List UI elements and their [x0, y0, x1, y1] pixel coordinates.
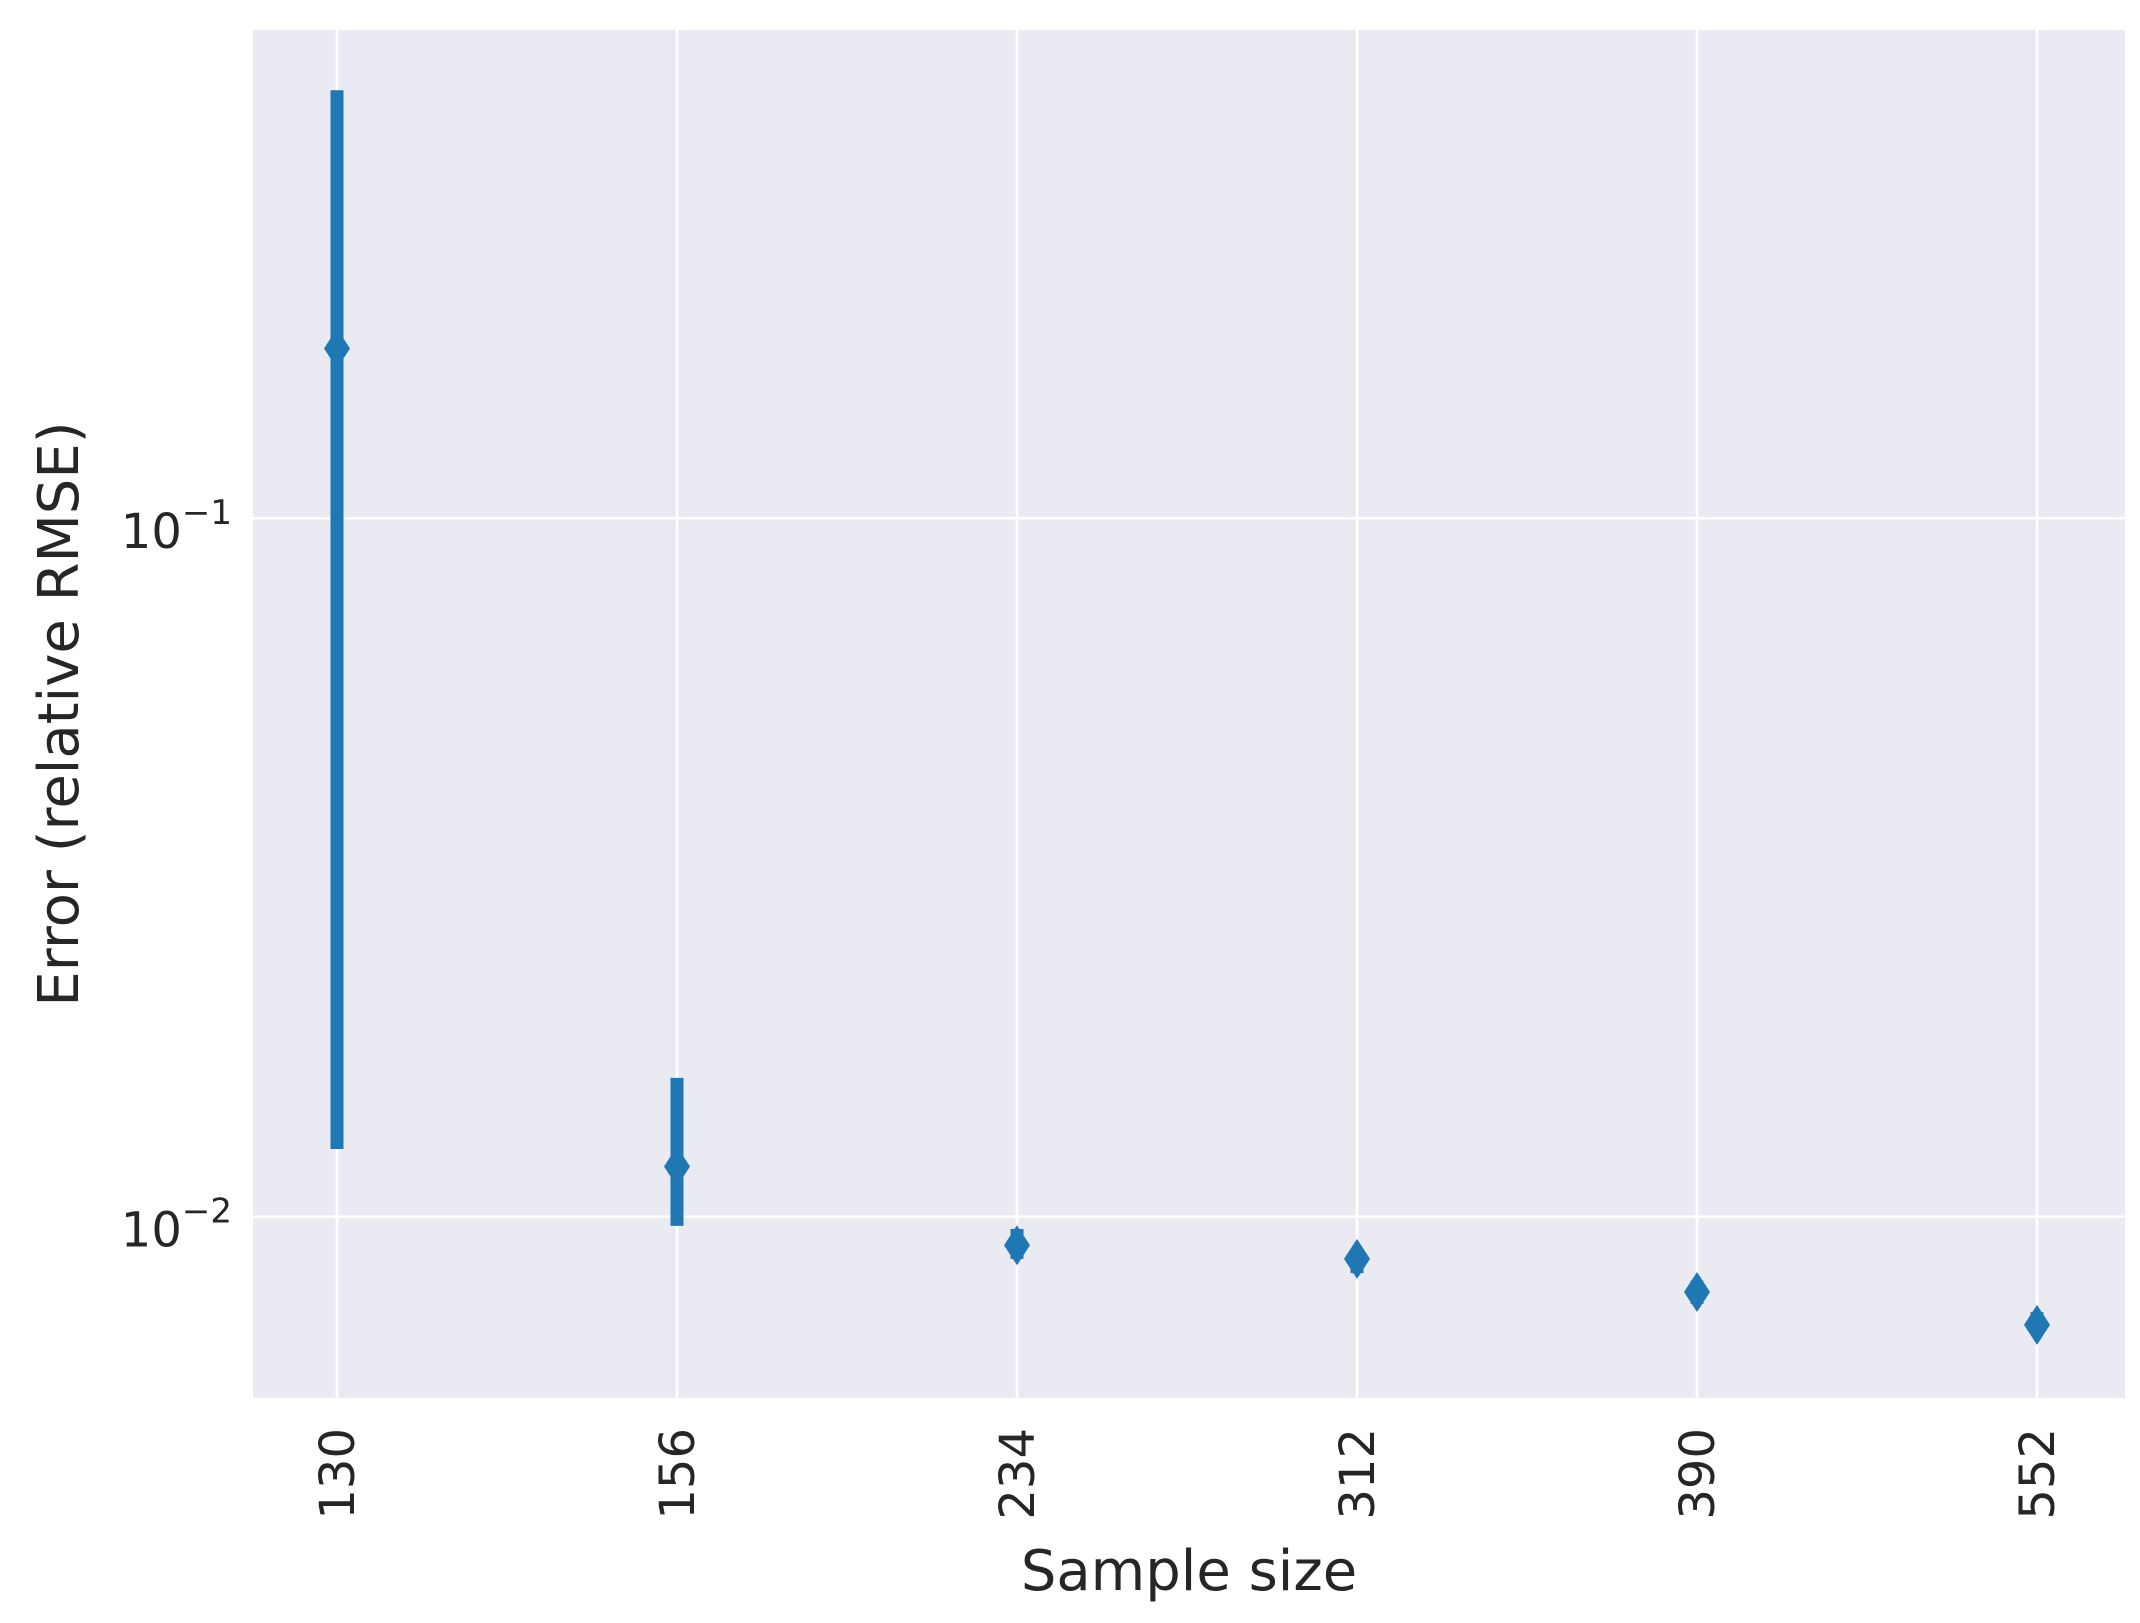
data-markers	[324, 328, 2050, 1345]
y-axis-label: Error (relative RMSE)	[27, 421, 92, 1006]
data-point	[1684, 1272, 1710, 1313]
x-axis-label: Sample size	[1021, 1539, 1357, 1604]
x-tick-label: 234	[990, 1428, 1046, 1520]
y-tick-labels: 10−1 10−2	[121, 493, 232, 1258]
x-tick-label: 130	[310, 1428, 366, 1520]
x-tick-labels: 130 156 234 312 390 552	[310, 1428, 2066, 1520]
x-tick-label: 390	[1670, 1428, 1726, 1520]
data-point	[2024, 1304, 2050, 1345]
y-tick-label: 10−2	[121, 1192, 232, 1259]
data-point	[1004, 1225, 1030, 1266]
x-tick-label: 156	[650, 1428, 706, 1520]
data-point	[324, 328, 350, 369]
x-tick-label: 312	[1330, 1428, 1386, 1520]
data-point	[1344, 1238, 1370, 1279]
x-tick-label: 552	[2010, 1428, 2066, 1520]
plot-area	[253, 30, 2125, 1398]
data-point	[664, 1146, 690, 1187]
y-tick-label: 10−1	[121, 493, 232, 560]
gridlines	[253, 30, 2125, 1398]
